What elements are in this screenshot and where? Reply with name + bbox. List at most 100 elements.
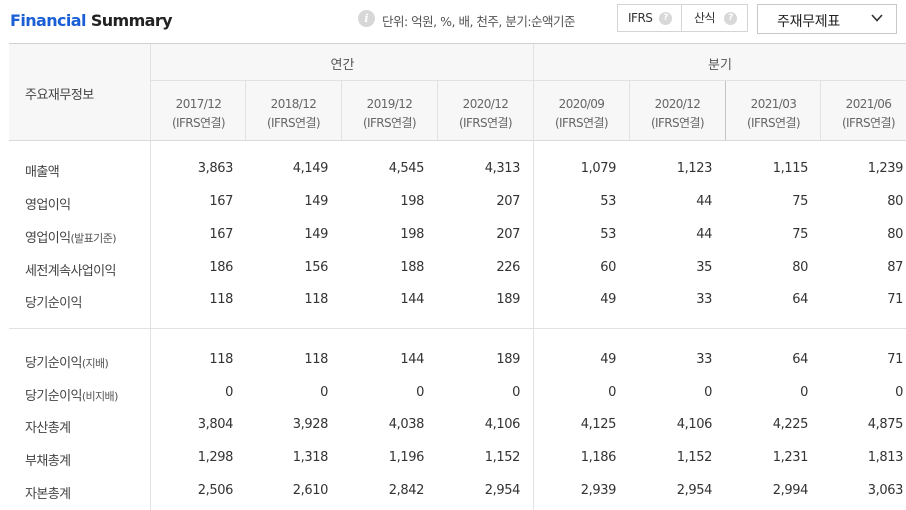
- summary-header: Financial Summary i 단위: 억원, %, 배, 천주, 분기…: [0, 0, 906, 40]
- column-header: 2017/12 (IFRS연결): [151, 95, 246, 133]
- table-cell: 49: [600, 352, 616, 367]
- column-divider: [629, 80, 630, 140]
- column-basis: (IFRS연결): [266, 116, 321, 130]
- column-divider: [820, 80, 821, 140]
- column-divider: [341, 80, 342, 140]
- table-cell: 149: [304, 227, 328, 242]
- table-cell: 87: [887, 260, 903, 275]
- column-period: 2020/12: [462, 97, 509, 111]
- column-period: 2021/03: [750, 97, 797, 111]
- table-cell: 144: [400, 292, 424, 307]
- table-cell: 167: [209, 194, 233, 209]
- table-cell: 156: [304, 260, 328, 275]
- row-label[interactable]: 영업이익: [25, 194, 71, 213]
- column-period: 2019/12: [366, 97, 413, 111]
- table-cell: 144: [400, 352, 424, 367]
- table-cell: 4,225: [772, 417, 809, 432]
- table-cell: 2,954: [484, 483, 521, 498]
- column-header: 2018/12 (IFRS연결): [246, 95, 341, 133]
- table-cell: 2,954: [676, 483, 713, 498]
- column-basis: (IFRS연결): [362, 116, 417, 130]
- column-header: 2021/03 (IFRS연결): [726, 95, 821, 133]
- table-cell: 2,994: [772, 483, 809, 498]
- table-cell: 1,231: [772, 450, 809, 465]
- table-cell: 3,804: [197, 417, 234, 432]
- row-label-text: 세전계속사업이익: [25, 264, 116, 279]
- info-icon[interactable]: i: [358, 10, 375, 27]
- table-cell: 1,152: [676, 450, 713, 465]
- table-cell: 1,813: [867, 450, 904, 465]
- table-cell: 80: [887, 194, 903, 209]
- table-cell: 226: [496, 260, 520, 275]
- table-cell: 64: [792, 352, 808, 367]
- table-cell: 4,038: [388, 417, 425, 432]
- row-label[interactable]: 당기순이익(비지배): [25, 385, 118, 404]
- table-cell: 0: [895, 385, 903, 400]
- table-cell: 0: [320, 385, 328, 400]
- column-divider: [725, 80, 726, 140]
- table-cell: 71: [887, 352, 903, 367]
- column-period: 2017/12: [175, 97, 222, 111]
- row-label-text: 영업이익: [25, 231, 71, 246]
- table-cell: 1,239: [867, 161, 904, 176]
- row-label-text: 매출액: [25, 165, 60, 180]
- row-label-text: 당기순이익: [25, 356, 82, 371]
- table-cell: 0: [704, 385, 712, 400]
- column-basis: (IFRS연결): [458, 116, 513, 130]
- column-header: 2019/12 (IFRS연결): [342, 95, 437, 133]
- table-cell: 44: [696, 227, 712, 242]
- table-cell: 118: [209, 352, 233, 367]
- table-cell: 3,863: [197, 161, 234, 176]
- column-period: 2018/12: [270, 97, 317, 111]
- page-title: Financial Summary: [10, 11, 173, 30]
- column-basis: (IFRS연결): [650, 116, 705, 130]
- table-cell: 4,106: [676, 417, 713, 432]
- table-cell: 1,298: [197, 450, 234, 465]
- help-icon[interactable]: ?: [659, 12, 672, 25]
- basis-toggle: IFRS ? 산식 ?: [617, 4, 748, 32]
- row-label[interactable]: 자본총계: [25, 483, 71, 502]
- table-cell: 189: [496, 292, 520, 307]
- column-basis: (IFRS연결): [841, 116, 896, 130]
- table-cell: 1,123: [676, 161, 713, 176]
- section-divider: [9, 328, 906, 329]
- table-cell: 2,842: [388, 483, 425, 498]
- ifrs-toggle-button[interactable]: IFRS ?: [618, 5, 682, 31]
- row-label[interactable]: 매출액: [25, 161, 60, 180]
- row-label-text: 당기순이익: [25, 389, 82, 404]
- table-cell: 118: [304, 352, 328, 367]
- row-label[interactable]: 당기순이익(지배): [25, 352, 109, 371]
- table-cell: 35: [696, 260, 712, 275]
- table-cell: 4,313: [484, 161, 521, 176]
- column-divider: [437, 80, 438, 140]
- table-cell: 0: [416, 385, 424, 400]
- table-cell: 60: [600, 260, 616, 275]
- table-cell: 75: [792, 227, 808, 242]
- column-divider: [245, 80, 246, 140]
- row-label[interactable]: 당기순이익: [25, 292, 82, 311]
- table-cell: 149: [304, 194, 328, 209]
- group-header-annual: 연간: [330, 58, 355, 73]
- row-label[interactable]: 영업이익(발표기준): [25, 227, 117, 246]
- statement-select[interactable]: 주재무제표: [757, 4, 897, 34]
- table-cell: 189: [496, 352, 520, 367]
- help-icon[interactable]: ?: [724, 12, 737, 25]
- formula-toggle-button[interactable]: 산식 ?: [682, 5, 747, 31]
- row-label[interactable]: 세전계속사업이익: [25, 260, 116, 279]
- row-label[interactable]: 부채총계: [25, 450, 71, 469]
- column-header: 2021/06 (IFRS연결): [821, 95, 906, 133]
- column-basis: (IFRS연결): [554, 116, 609, 130]
- table-cell: 80: [792, 260, 808, 275]
- table-cell: 1,196: [388, 450, 425, 465]
- row-label-qualifier: (지배): [81, 357, 109, 370]
- row-label[interactable]: 자산총계: [25, 417, 71, 436]
- table-cell: 118: [209, 292, 233, 307]
- table-cell: 3,928: [292, 417, 329, 432]
- table-cell: 167: [209, 227, 233, 242]
- table-cell: 2,939: [580, 483, 617, 498]
- row-label-text: 부채총계: [25, 454, 71, 469]
- column-basis: (IFRS연결): [171, 116, 226, 130]
- row-header-label: 주요재무정보: [25, 88, 94, 103]
- unit-text: 단위: 억원, %, 배, 천주, 분기:순액기준: [382, 14, 576, 29]
- table-cell: 71: [887, 292, 903, 307]
